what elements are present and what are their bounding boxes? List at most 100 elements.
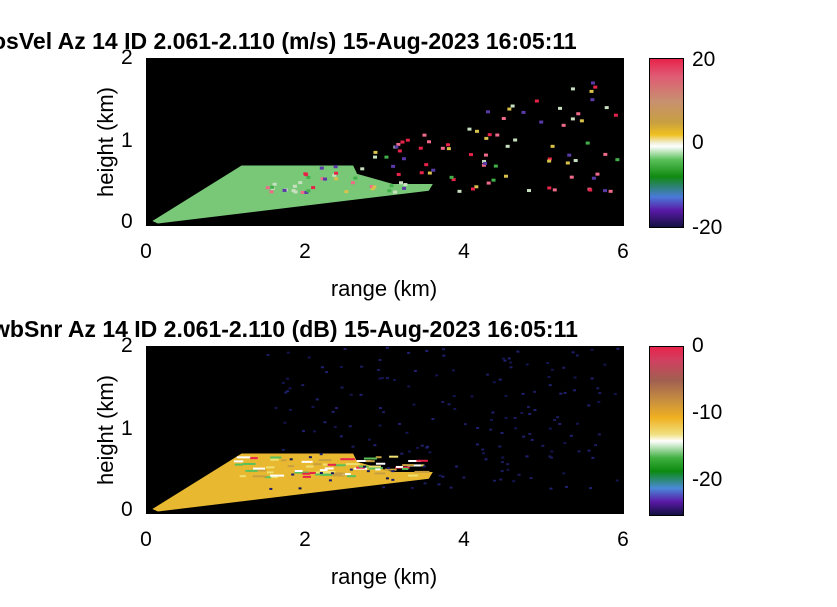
y-tick: 1 — [121, 129, 133, 152]
data-cell — [427, 140, 432, 144]
data-cell — [603, 363, 607, 366]
data-cell — [547, 157, 552, 161]
data-cell — [377, 368, 381, 371]
data-cell — [500, 432, 504, 435]
x-axis-label: range (km) — [330, 276, 438, 301]
data-cell — [441, 348, 445, 351]
data-cell — [325, 371, 329, 374]
data-cell — [493, 479, 497, 482]
data-cell — [467, 127, 472, 131]
data-cell — [548, 455, 552, 458]
data-cell — [453, 407, 457, 410]
data-cell — [441, 401, 445, 404]
data-cell — [370, 187, 375, 191]
data-cell — [407, 450, 411, 453]
data-cell — [401, 467, 409, 470]
data-cell — [525, 455, 529, 458]
data-cell — [397, 149, 402, 153]
data-cell — [533, 409, 537, 412]
data-cell — [313, 463, 322, 466]
data-cell — [615, 158, 620, 162]
data-cell — [319, 453, 323, 456]
data-cell — [389, 184, 394, 188]
data-cell — [491, 411, 495, 414]
data-cell — [591, 176, 596, 180]
data-cell — [422, 133, 427, 137]
data-cell — [550, 144, 555, 148]
data-cell — [514, 427, 518, 430]
data-cell — [373, 150, 378, 154]
data-cell — [333, 426, 337, 429]
data-cell — [382, 486, 386, 489]
data-cell — [381, 411, 385, 414]
data-cell — [378, 377, 382, 380]
data-cell — [395, 465, 403, 468]
data-cell — [331, 472, 345, 475]
data-cell — [495, 133, 500, 137]
data-cell — [291, 473, 295, 476]
data-cell — [298, 181, 303, 185]
data-cell — [481, 163, 486, 167]
data-cell — [449, 486, 453, 489]
data-cell — [308, 456, 312, 459]
data-cell — [597, 400, 601, 403]
data-cell — [394, 145, 399, 149]
data-cell — [285, 390, 289, 393]
data-cell — [590, 98, 595, 102]
data-cell — [315, 471, 331, 474]
data-cell — [550, 368, 554, 371]
data-cell — [603, 152, 608, 156]
data-cell — [556, 416, 560, 419]
data-cell — [613, 393, 617, 396]
data-cell — [302, 472, 311, 475]
data-cell — [451, 178, 456, 182]
data-cell — [558, 106, 563, 110]
data-cell — [375, 468, 381, 471]
data-cell — [510, 104, 515, 108]
data-cell — [498, 378, 502, 381]
data-cell — [604, 106, 609, 110]
data-cell — [487, 133, 492, 137]
data-cell — [385, 346, 389, 349]
data-cell — [596, 387, 600, 390]
data-cell — [353, 176, 358, 180]
data-cell — [549, 456, 553, 459]
data-cell — [484, 136, 489, 140]
data-cell — [380, 377, 384, 380]
data-cell — [331, 410, 335, 413]
data-cell — [590, 377, 594, 380]
data-cell — [522, 435, 526, 438]
data-cell — [282, 188, 287, 192]
data-cell — [400, 140, 405, 144]
data-cell — [256, 469, 267, 472]
data-cell — [304, 190, 309, 194]
data-cell — [563, 442, 567, 445]
data-cell — [499, 478, 503, 481]
data-cell — [315, 398, 319, 401]
data-cell — [378, 407, 382, 410]
data-cell — [389, 455, 399, 458]
data-cell — [498, 445, 502, 448]
data-cell — [301, 460, 313, 463]
data-cell — [463, 423, 467, 426]
data-cell — [349, 468, 353, 471]
data-cell — [319, 469, 328, 472]
data-cell — [424, 163, 429, 167]
data-cell — [408, 474, 419, 477]
echo-region — [152, 453, 433, 512]
data-cell — [284, 391, 288, 394]
data-cell — [483, 153, 488, 157]
y-axis-label: height (km) — [93, 86, 118, 198]
data-cell — [365, 460, 375, 463]
data-cell — [356, 459, 371, 462]
data-cell — [520, 411, 524, 414]
data-cell — [552, 188, 557, 192]
data-cell — [283, 421, 287, 424]
data-cell — [270, 474, 285, 477]
data-cell — [422, 465, 426, 468]
data-cell — [506, 463, 510, 466]
data-cell — [342, 473, 351, 476]
data-cell — [281, 448, 285, 451]
data-cell — [319, 471, 323, 474]
data-cell — [343, 348, 347, 351]
